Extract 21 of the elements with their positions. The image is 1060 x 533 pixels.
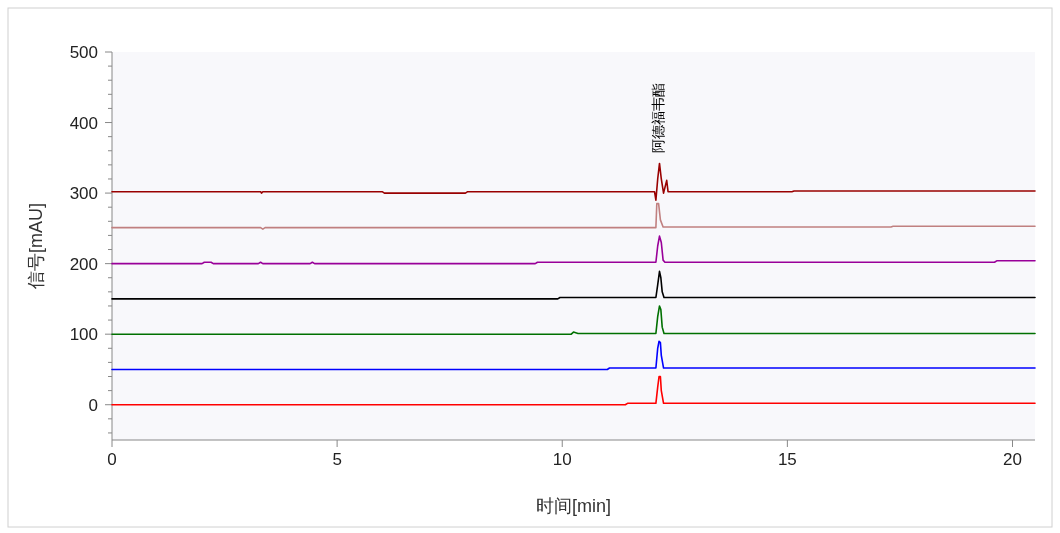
y-tick-label: 400: [69, 113, 98, 133]
y-tick-label: 200: [69, 254, 98, 274]
x-tick-label: 20: [1003, 450, 1022, 469]
x-axis-title: 时间[min]: [535, 496, 612, 516]
x-tick-label: 0: [107, 450, 117, 469]
line-series: [111, 340, 1036, 371]
annotation: 阿德福韦酯: [650, 83, 667, 154]
line-series: [111, 235, 1036, 265]
x-tick-label: 10: [552, 450, 572, 469]
line-series: [111, 305, 1036, 335]
x-tick-label: 5: [332, 450, 342, 469]
x-tick-label: 15: [777, 450, 797, 469]
line-series: [111, 162, 1036, 201]
y-tick-label: 0: [88, 395, 98, 415]
line-series: [111, 270, 1036, 300]
y-tick-label: 300: [69, 184, 98, 204]
y-tick-label: 100: [69, 325, 98, 345]
y-axis-title: 信号[mAU]: [26, 202, 46, 290]
line-series: [111, 202, 1036, 230]
line-series: [111, 375, 1036, 406]
y-tick-label: 500: [69, 43, 98, 62]
